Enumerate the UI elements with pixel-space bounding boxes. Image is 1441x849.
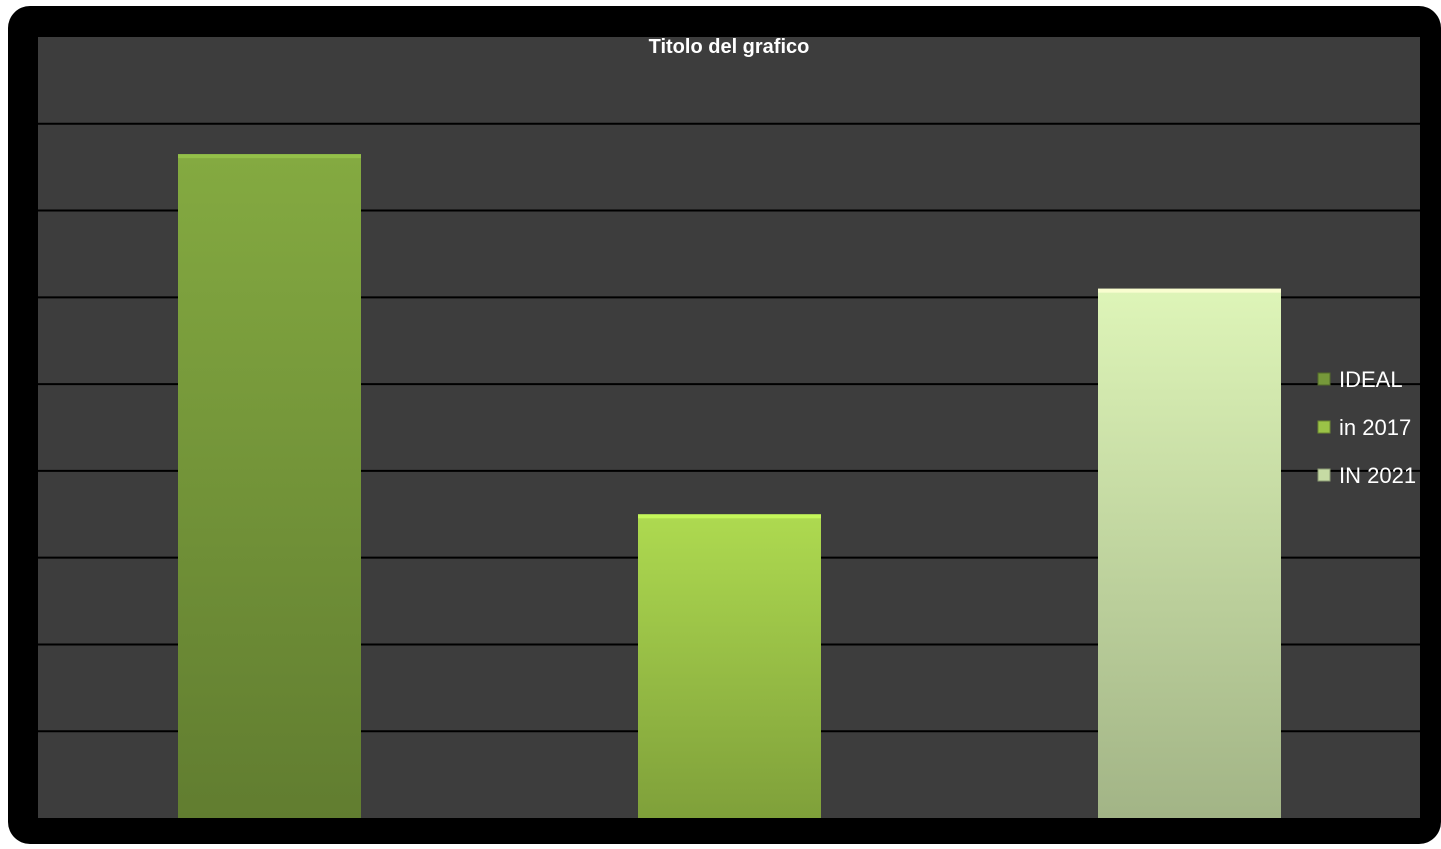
bar-in-2017: [638, 514, 821, 818]
legend: IDEAL in 2017 IN 2021: [1317, 367, 1416, 488]
legend-label: IN 2021: [1339, 463, 1416, 488]
bar-ideal: [178, 154, 361, 818]
legend-swatch: [1317, 420, 1331, 434]
legend-swatch: [1317, 372, 1331, 386]
bar-bevel: [178, 154, 361, 159]
legend-label: in 2017: [1339, 415, 1411, 440]
bars: [178, 154, 1281, 819]
bar-bevel: [1098, 288, 1281, 293]
legend-label: IDEAL: [1339, 367, 1403, 392]
chart-title: Titolo del grafico: [649, 36, 810, 58]
bar-in-2021: [1098, 288, 1281, 819]
legend-swatch: [1317, 468, 1331, 482]
bar-bevel: [638, 514, 821, 519]
